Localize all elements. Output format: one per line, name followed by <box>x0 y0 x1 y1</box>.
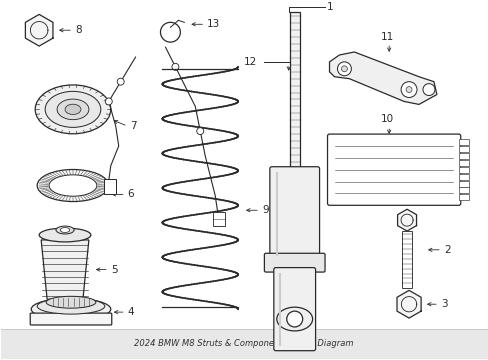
Text: 2: 2 <box>443 245 449 255</box>
FancyBboxPatch shape <box>264 253 325 272</box>
Polygon shape <box>397 209 416 231</box>
FancyBboxPatch shape <box>327 134 460 205</box>
Circle shape <box>405 87 411 93</box>
Ellipse shape <box>31 298 111 320</box>
Ellipse shape <box>65 104 81 114</box>
Text: 13: 13 <box>207 19 220 29</box>
FancyBboxPatch shape <box>30 313 112 325</box>
Text: 5: 5 <box>111 265 117 275</box>
Bar <box>458 194 468 201</box>
Ellipse shape <box>56 226 74 234</box>
Circle shape <box>172 63 179 70</box>
Ellipse shape <box>35 85 111 134</box>
Ellipse shape <box>49 175 97 196</box>
Text: 7: 7 <box>129 121 136 131</box>
FancyBboxPatch shape <box>273 267 315 351</box>
Bar <box>458 139 468 145</box>
Text: 1: 1 <box>326 3 332 13</box>
Polygon shape <box>25 14 53 46</box>
Circle shape <box>196 128 203 135</box>
Bar <box>458 146 468 152</box>
Circle shape <box>105 98 112 105</box>
Text: 2024 BMW M8 Struts & Components - Rear Diagram: 2024 BMW M8 Struts & Components - Rear D… <box>134 339 353 348</box>
Bar <box>458 153 468 159</box>
Bar <box>213 212 224 226</box>
Ellipse shape <box>45 91 101 127</box>
Polygon shape <box>41 240 89 299</box>
Circle shape <box>286 311 302 327</box>
Bar <box>401 231 411 288</box>
Text: 11: 11 <box>380 32 393 42</box>
Bar <box>458 174 468 180</box>
Circle shape <box>117 78 124 85</box>
Ellipse shape <box>37 298 104 314</box>
Bar <box>458 167 468 173</box>
Text: 6: 6 <box>127 189 134 199</box>
Ellipse shape <box>46 296 96 308</box>
Text: 10: 10 <box>380 114 393 124</box>
FancyBboxPatch shape <box>269 167 319 260</box>
Circle shape <box>341 66 346 72</box>
Ellipse shape <box>39 228 91 242</box>
Bar <box>1 329 487 359</box>
Polygon shape <box>329 52 436 104</box>
Text: 3: 3 <box>440 299 447 309</box>
Circle shape <box>337 62 351 76</box>
Bar <box>458 181 468 186</box>
Text: 4: 4 <box>127 307 134 317</box>
Bar <box>458 188 468 193</box>
Ellipse shape <box>60 228 69 233</box>
Text: 12: 12 <box>243 57 256 67</box>
Text: 9: 9 <box>262 205 268 215</box>
Bar <box>458 160 468 166</box>
Ellipse shape <box>57 99 89 120</box>
Polygon shape <box>396 291 420 318</box>
Bar <box>103 179 116 194</box>
Circle shape <box>422 84 434 95</box>
Circle shape <box>160 22 180 42</box>
Ellipse shape <box>276 307 312 331</box>
Ellipse shape <box>37 170 108 202</box>
Circle shape <box>400 82 416 98</box>
Bar <box>289 13 299 176</box>
Text: 8: 8 <box>75 25 81 35</box>
